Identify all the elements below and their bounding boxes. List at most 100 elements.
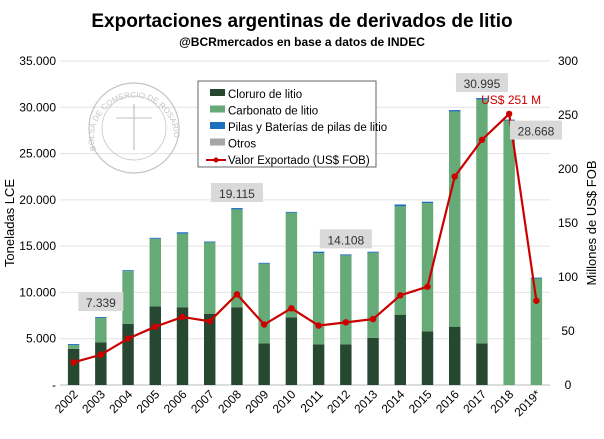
bar-carbonato-de-litio — [421, 203, 434, 332]
bar-carbonato-de-litio — [530, 278, 543, 385]
x-tick-label: 2018 — [488, 387, 517, 416]
bar-carbonato-de-litio — [122, 271, 134, 324]
line-point — [505, 110, 513, 118]
y2-tick-label: 250 — [558, 108, 578, 122]
legend-label: Carbonato de litio — [228, 106, 318, 118]
x-tick-label: 2016 — [433, 387, 462, 416]
bar-pilas-y-bater-as-de-pilas-de-litio — [312, 251, 325, 254]
x-tick-label: 2019* — [511, 387, 543, 419]
bar-carbonato-de-litio — [312, 253, 325, 345]
x-tick-label: 2007 — [188, 387, 217, 416]
bcr-logo-watermark: BOLSA DE COMERCIO DE ROSARIO — [87, 82, 181, 174]
x-tick-label: 2002 — [52, 387, 81, 416]
x-tick-label: 2012 — [324, 387, 353, 416]
y2-tick-label: 200 — [558, 162, 578, 176]
bar-carbonato-de-litio — [95, 317, 107, 343]
line-point — [533, 297, 540, 304]
line-point — [124, 335, 132, 342]
y2-tick-label: 150 — [558, 216, 578, 230]
legend-swatch — [210, 138, 225, 146]
x-tick-label: 2015 — [406, 387, 435, 416]
bar-pilas-y-bater-as-de-pilas-de-litio — [367, 251, 379, 253]
bar-pilas-y-bater-as-de-pilas-de-litio — [394, 204, 406, 207]
bar-carbonato-de-litio — [367, 252, 379, 338]
y-tick-label: 10.000 — [19, 285, 56, 299]
bar-carbonato-de-litio — [285, 212, 298, 318]
legend-swatch — [210, 89, 225, 96]
line-point — [424, 283, 431, 290]
bar-carbonato-de-litio — [394, 206, 406, 315]
line-point — [451, 173, 458, 180]
legend-swatch — [210, 105, 225, 113]
chart-title: Exportaciones argentinas de derivados de… — [91, 11, 512, 32]
x-tick-label: 2017 — [460, 387, 489, 416]
bar-cloruro-de-litio — [204, 313, 216, 385]
data-label-box — [319, 229, 372, 249]
data-label: 19.115 — [219, 187, 255, 201]
x-tick-label: 2004 — [106, 387, 135, 416]
legend-box — [197, 80, 377, 168]
legend-label: Cloruro de litio — [228, 89, 302, 101]
bar-cloruro-de-litio — [95, 342, 107, 385]
legend-label: Valor Exportado (US$ FOB) — [228, 155, 370, 167]
x-tick-label: 2006 — [161, 387, 190, 416]
bar-carbonato-de-litio — [176, 233, 189, 308]
bar-pilas-y-bater-as-de-pilas-de-litio — [449, 110, 461, 112]
bar-carbonato-de-litio — [149, 238, 161, 307]
x-tick-label: 2010 — [270, 387, 299, 416]
chart-subtitle: @BCRmercados en base a datos de INDEC — [179, 35, 425, 49]
line-data-label: US$ 251 M — [481, 93, 541, 107]
y-tick-label: 35.000 — [19, 54, 56, 68]
bar-cloruro-de-litio — [149, 306, 161, 385]
bar-cloruro-de-litio — [312, 344, 325, 385]
bar-carbonato-de-litio — [204, 242, 216, 314]
line-point — [179, 313, 186, 321]
legend-marker — [213, 157, 219, 163]
line-point — [478, 136, 486, 144]
y2-tick-label: 100 — [558, 270, 578, 284]
bar-pilas-y-bater-as-de-pilas-de-litio — [340, 254, 352, 256]
legend: Cloruro de litio Carbonato de litio Pilas … — [197, 80, 387, 168]
bar-cloruro-de-litio — [285, 317, 298, 385]
bar-pilas-y-bater-as-de-pilas-de-litio — [204, 241, 216, 243]
bar-pilas-y-bater-as-de-pilas-de-litio — [285, 211, 298, 213]
bar-carbonato-de-litio — [340, 255, 352, 345]
bar-carbonato-de-litio — [449, 111, 461, 327]
line-point — [342, 319, 350, 326]
line-valor-exportado — [73, 111, 538, 364]
legend-label: Pilas y Baterías de pilas de litio — [228, 122, 387, 134]
bar-carbonato-de-litio — [258, 263, 270, 344]
bar-cloruro-de-litio — [122, 323, 134, 385]
line-point — [369, 315, 377, 323]
line-point — [152, 323, 159, 330]
x-tick-label: 2005 — [134, 387, 163, 416]
data-label: 30.995 — [464, 77, 501, 91]
bar-pilas-y-bater-as-de-pilas-de-litio — [258, 262, 270, 264]
x-tick-label: 2008 — [215, 387, 244, 416]
bar-cloruro-de-litio — [476, 343, 488, 385]
data-label: 28.668 — [518, 125, 555, 139]
bar-cloruro-de-litio — [67, 348, 80, 385]
y-tick-label: - — [52, 378, 56, 392]
line-point — [315, 322, 322, 329]
y-tick-label: 5.000 — [26, 332, 56, 346]
line-point — [97, 351, 105, 358]
bar-cloruro-de-litio — [258, 343, 270, 385]
line-point — [397, 292, 404, 299]
line-point — [288, 305, 295, 312]
x-tick-label: 2013 — [351, 387, 380, 416]
line-point — [233, 291, 241, 298]
bar-pilas-y-bater-as-de-pilas-de-litio — [231, 208, 243, 210]
data-label-box — [455, 73, 508, 93]
bar-carbonato-de-litio — [503, 120, 515, 386]
y-axis-label: Toneladas LCE — [2, 179, 17, 267]
y-tick-label: 30.000 — [19, 100, 56, 114]
data-label: 14.108 — [327, 233, 364, 247]
bar-carbonato-de-litio — [476, 99, 488, 344]
bar-pilas-y-bater-as-de-pilas-de-litio — [67, 343, 80, 345]
bar-pilas-y-bater-as-de-pilas-de-litio — [122, 270, 134, 272]
line-point — [70, 359, 77, 366]
data-label-box — [210, 183, 263, 203]
bar-cloruro-de-litio — [449, 326, 461, 385]
